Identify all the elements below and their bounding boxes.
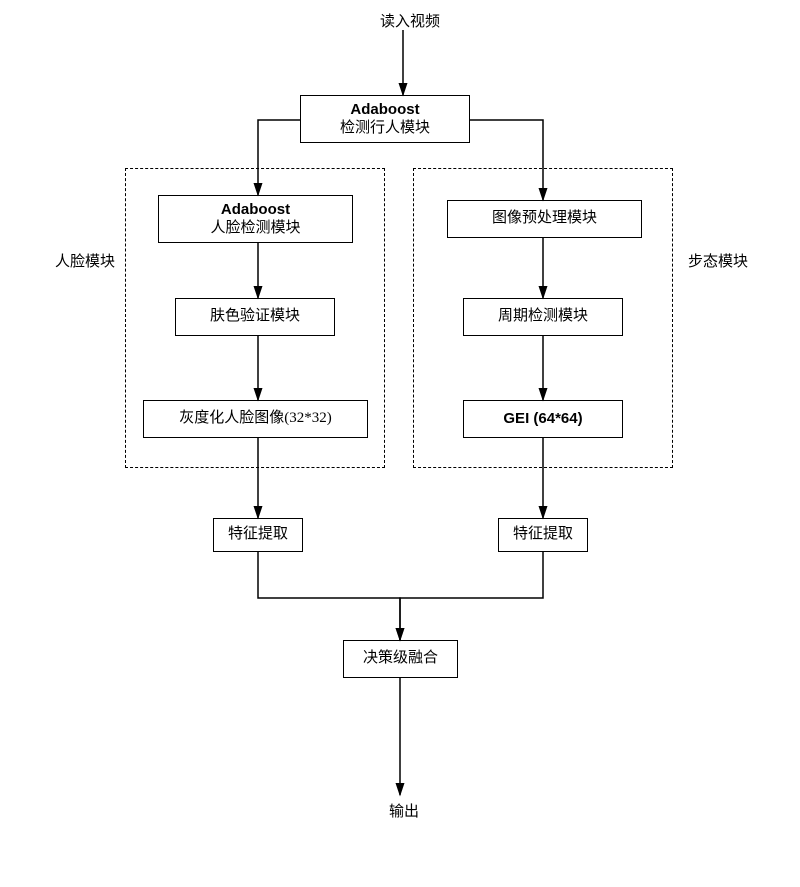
skin-verify-box: 肤色验证模块	[175, 298, 335, 336]
feat-right-text: 特征提取	[513, 525, 573, 545]
input-label: 读入视频	[370, 10, 450, 31]
adaboost-ped-line2: 检测行人模块	[340, 119, 430, 139]
output-label: 输出	[384, 800, 424, 821]
gei-text: GEI (64*64)	[503, 409, 582, 429]
period-detect-text: 周期检测模块	[498, 307, 588, 327]
img-preproc-box: 图像预处理模块	[447, 200, 642, 238]
adaboost-face-line2: 人脸检测模块	[210, 219, 300, 239]
gray-face-text: 灰度化人脸图像(32*32)	[179, 409, 332, 429]
adaboost-ped-line1: Adaboost	[350, 100, 419, 120]
gray-face-box: 灰度化人脸图像(32*32)	[143, 400, 368, 438]
gait-module-label: 步态模块	[688, 250, 748, 271]
fusion-text: 决策级融合	[363, 649, 438, 669]
gei-box: GEI (64*64)	[463, 400, 623, 438]
face-module-label: 人脸模块	[55, 250, 115, 271]
skin-verify-text: 肤色验证模块	[210, 307, 300, 327]
feature-extract-right-box: 特征提取	[498, 518, 588, 552]
adaboost-face-box: Adaboost 人脸检测模块	[158, 195, 353, 243]
fusion-box: 决策级融合	[343, 640, 458, 678]
period-detect-box: 周期检测模块	[463, 298, 623, 336]
img-preproc-text: 图像预处理模块	[492, 209, 597, 229]
adaboost-pedestrian-box: Adaboost 检测行人模块	[300, 95, 470, 143]
feature-extract-left-box: 特征提取	[213, 518, 303, 552]
adaboost-face-line1: Adaboost	[221, 200, 290, 220]
feat-left-text: 特征提取	[228, 525, 288, 545]
